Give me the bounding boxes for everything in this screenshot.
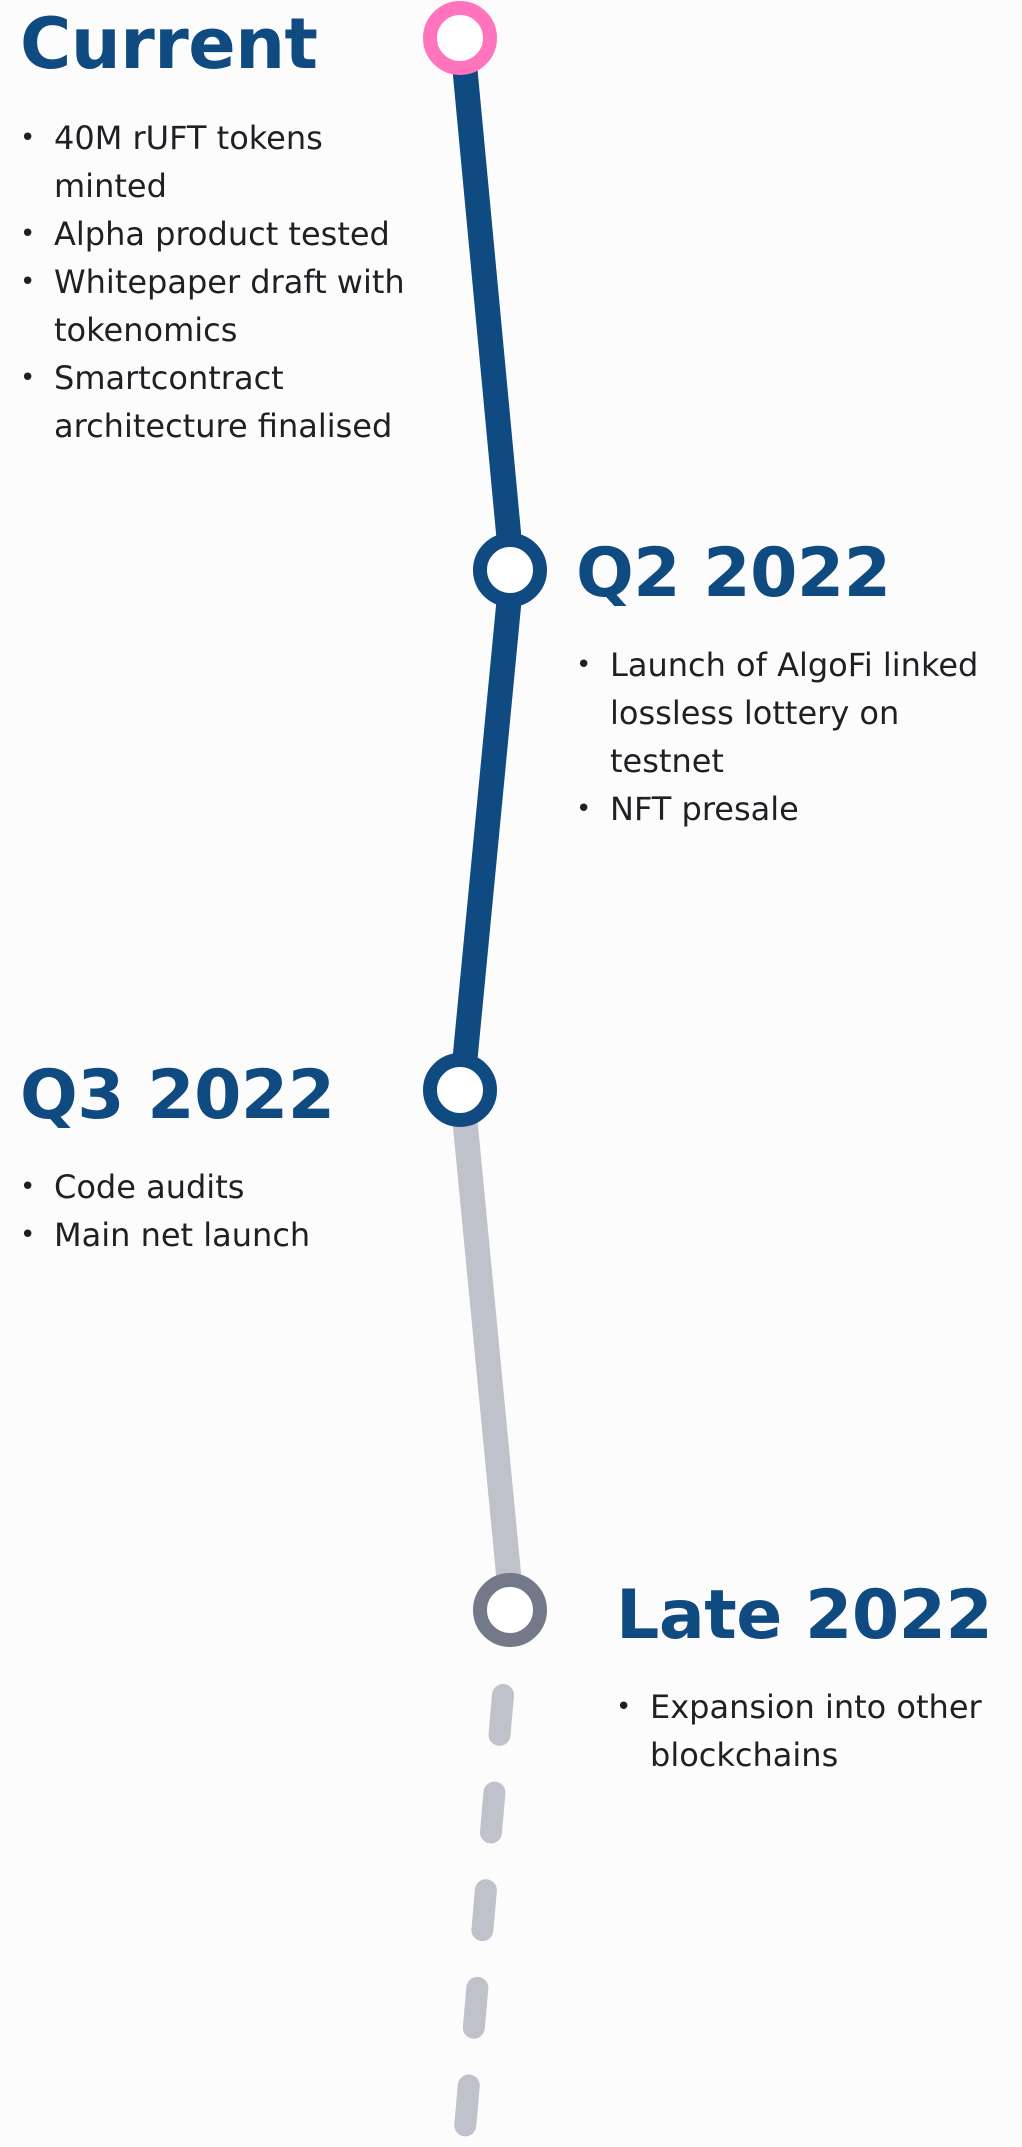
bullet-icon: •	[20, 266, 36, 297]
list-item-text: Alpha product tested	[54, 214, 390, 253]
bullet-icon: •	[20, 362, 36, 393]
milestone-q3-2022: Q3 2022 • Code audits • Main net launch	[20, 1060, 420, 1259]
milestone-marker-q3-2022	[423, 1053, 497, 1127]
list-item-text: Smartcontract architecture finalised	[54, 358, 393, 445]
list-item-text: NFT presale	[610, 790, 799, 829]
milestone-item-list: • 40M rUFT tokens minted • Alpha product t…	[20, 114, 420, 450]
milestone-title: Current	[20, 3, 318, 85]
list-item-text: Expansion into other blockchains	[650, 1688, 982, 1775]
list-item: • Smartcontract architecture finalised	[20, 354, 420, 450]
milestone-item-list: • Expansion into other blockchains	[616, 1683, 1016, 1779]
list-item: • Alpha product tested	[20, 210, 420, 258]
milestone-late-2022: Late 2022 • Expansion into other blockcha…	[616, 1580, 1016, 1779]
list-item-text: Main net launch	[54, 1216, 311, 1255]
list-item: • NFT presale	[576, 785, 1006, 833]
milestone-title: Late 2022	[616, 1576, 993, 1655]
timeline-segment-q2-to-q3	[449, 557, 525, 1103]
timeline-segment-q3-to-late	[449, 1077, 525, 1623]
bullet-icon: •	[576, 794, 592, 825]
list-item: • Launch of AlgoFi linked lossless lotter…	[576, 641, 1006, 785]
list-item-text: Launch of AlgoFi linked lossless lottery…	[610, 646, 999, 781]
milestone-title: Q3 2022	[20, 1056, 335, 1135]
milestone-current: Current • 40M rUFT tokens minted • Alpha p…	[20, 3, 420, 450]
milestone-marker-late-2022	[473, 1573, 547, 1647]
milestone-title: Q2 2022	[576, 534, 891, 613]
milestone-marker-q2-2022	[473, 533, 547, 607]
bullet-icon: •	[20, 122, 36, 153]
list-item-text: Whitepaper draft with tokenomics	[54, 262, 405, 349]
list-item: • 40M rUFT tokens minted	[20, 114, 420, 210]
bullet-icon: •	[616, 1692, 632, 1723]
milestone-item-list: • Launch of AlgoFi linked lossless lotter…	[576, 641, 1006, 833]
bullet-icon: •	[20, 1172, 36, 1203]
list-item: • Expansion into other blockchains	[616, 1683, 1016, 1779]
bullet-icon: •	[576, 650, 592, 681]
list-item-text: 40M rUFT tokens minted	[54, 118, 323, 205]
milestone-q2-2022: Q2 2022 • Launch of AlgoFi linked lossles…	[576, 538, 1006, 833]
timeline-segment-current-to-q2	[449, 25, 525, 583]
bullet-icon: •	[20, 1220, 36, 1251]
milestone-item-list: • Code audits • Main net launch	[20, 1163, 420, 1259]
list-item: • Code audits	[20, 1163, 420, 1211]
list-item: • Whitepaper draft with tokenomics	[20, 258, 420, 354]
bullet-icon: •	[20, 218, 36, 249]
timeline-segment-future-dashed	[453, 1684, 514, 2147]
list-item: • Main net launch	[20, 1211, 420, 1259]
milestone-marker-current	[423, 1, 497, 75]
list-item-text: Code audits	[54, 1168, 245, 1207]
